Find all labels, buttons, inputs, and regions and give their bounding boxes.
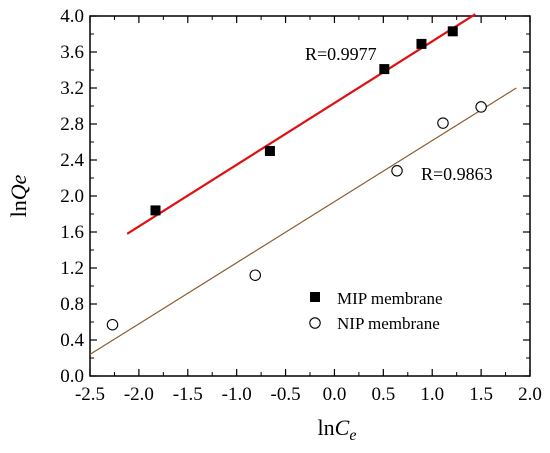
x-tick-label: -1.5 [173,384,203,405]
y-tick-label: 0.8 [60,294,84,315]
fit-line-nip [89,87,517,355]
y-tick-label: 1.2 [60,258,84,279]
x-tick-label: 1.5 [469,384,493,405]
x-tick-label: 1.0 [420,384,444,405]
y-tick-label: 2.8 [60,114,84,135]
nip-data-point [249,269,261,281]
y-tick-label: 1.6 [60,222,84,243]
y-tick-label: 0.4 [60,330,84,351]
x-tick-label: 0.0 [323,384,347,405]
y-tick-label: 2.4 [60,150,84,171]
legend: MIP membrane NIP membrane [309,289,443,333]
nip-data-point [106,318,119,331]
nip-data-point [391,165,403,177]
mip-data-point [264,146,275,156]
nip-data-point [437,117,449,129]
mip-data-point [447,26,458,37]
y-axis-title: lnQe [6,174,31,217]
x-tick-label: -2.0 [124,384,154,405]
mip-data-point [416,38,427,49]
mip-data-point [150,205,161,216]
legend-marker-mip [310,292,320,302]
y-tick-label: 0.0 [60,366,84,387]
legend-label-mip: MIP membrane [337,289,443,308]
fit-label-mip: R=0.9977 [305,44,377,64]
nip-data-point [475,101,487,113]
legend-marker-nip [309,317,321,329]
fit-lines [89,13,517,355]
x-axis-title: lnCe [318,415,357,444]
y-axis-title-prefix: ln [6,200,31,217]
y-tick-label: 2.0 [60,186,84,207]
x-tick-label: -0.5 [271,384,301,405]
y-tick-label: 3.2 [60,78,84,99]
tick-labels: -2.5 -2.0 -1.5 -1.0 -0.5 0.0 0.5 1.0 1.5 2.0 0.0 0.… [60,6,542,405]
x-tick-label: 2.0 [518,384,542,405]
y-tick-label: 4.0 [60,6,84,27]
axis-ticks [89,15,531,377]
legend-label-nip: NIP membrane [337,314,440,333]
x-axis-title-var: C [335,415,350,440]
x-tick-label: -2.5 [75,384,105,405]
fit-label-nip: R=0.9863 [421,164,493,184]
x-tick-label: -1.0 [222,384,252,405]
data-points [106,26,487,331]
x-axis-title-prefix: ln [318,415,335,440]
mip-data-point [379,64,390,75]
y-axis-title-var: Qe [6,174,31,200]
fit-line-mip [126,13,476,235]
y-tick-label: 3.6 [60,42,84,63]
x-tick-label: 0.5 [371,384,395,405]
x-axis-title-sub: e [349,427,356,444]
